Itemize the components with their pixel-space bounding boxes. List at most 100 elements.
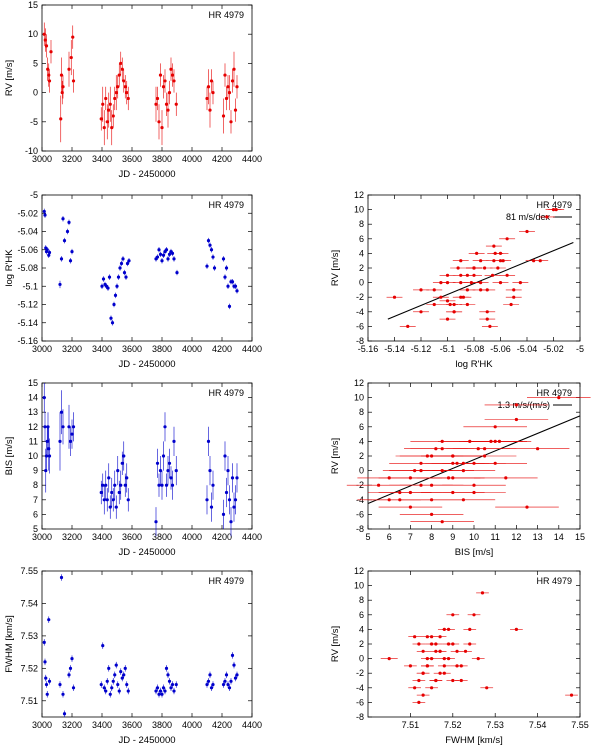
x-tick-label: 3000 — [32, 532, 52, 542]
data-point — [432, 295, 449, 299]
data-point — [61, 409, 65, 445]
point-marker — [440, 447, 444, 451]
point-marker — [170, 682, 175, 687]
x-tick-label: 3200 — [62, 532, 82, 542]
plot-frame — [41, 382, 253, 530]
data-point — [42, 383, 46, 413]
point-marker — [157, 120, 161, 124]
point-marker — [421, 693, 425, 697]
data-point — [121, 256, 125, 262]
y-tick-label: 12 — [354, 566, 364, 576]
point-marker — [69, 55, 73, 60]
point-marker — [119, 261, 124, 266]
data-point — [105, 488, 109, 512]
data-point — [120, 57, 124, 81]
point-marker — [212, 266, 217, 270]
point-marker — [505, 273, 509, 277]
point-marker — [505, 237, 509, 241]
point-marker — [101, 277, 106, 281]
point-marker — [47, 79, 52, 83]
y-tick-label: 15 — [28, 0, 38, 10]
x-tick-label: 7 — [408, 532, 413, 542]
y-tick-label: 4 — [359, 248, 364, 258]
data-point — [208, 456, 212, 486]
data-point — [421, 657, 434, 661]
point-marker — [413, 686, 417, 690]
point-marker — [113, 96, 117, 101]
data-point — [116, 274, 121, 280]
point-marker — [233, 284, 238, 288]
data-point — [170, 470, 175, 500]
data-point — [47, 69, 52, 93]
data-point — [175, 269, 179, 276]
point-marker — [158, 469, 163, 473]
y-tick-label: -4 — [356, 683, 364, 693]
point-marker — [62, 712, 67, 716]
data-point — [60, 80, 64, 105]
star-label: HR 4979 — [208, 388, 244, 398]
data-point — [484, 273, 501, 277]
point-marker — [205, 96, 209, 101]
data-point — [69, 40, 73, 76]
data-point — [565, 693, 578, 697]
data-point — [463, 439, 527, 443]
data-point — [209, 69, 214, 93]
fit-line — [367, 415, 581, 504]
point-marker — [104, 689, 108, 693]
data-point — [466, 266, 482, 270]
data-point — [211, 80, 215, 105]
point-marker — [120, 67, 124, 71]
point-marker — [108, 102, 112, 106]
point-marker — [425, 664, 429, 668]
data-point — [122, 269, 127, 276]
x-tick-label: 7.51 — [402, 720, 420, 730]
data-point — [472, 288, 489, 292]
data-point — [117, 687, 121, 695]
point-marker — [545, 215, 549, 219]
data-point — [164, 473, 169, 497]
legend-fit-label: 81 m/s/dex — [506, 212, 551, 222]
point-marker — [125, 261, 130, 266]
point-marker — [226, 284, 230, 288]
point-marker — [164, 483, 169, 487]
point-marker — [102, 686, 106, 690]
y-tick-label: 12 — [28, 422, 38, 432]
point-marker — [430, 686, 434, 690]
data-point — [235, 75, 239, 99]
point-marker — [102, 126, 106, 130]
point-marker — [235, 85, 239, 89]
data-point — [450, 649, 464, 653]
x-tick-label: -5 — [576, 344, 584, 354]
x-tick-label: 4200 — [212, 154, 232, 164]
point-marker — [67, 673, 71, 677]
point-marker — [101, 102, 105, 106]
x-axis-label: JD - 2450000 — [118, 547, 175, 558]
data-point — [126, 687, 130, 695]
data-point — [101, 276, 106, 282]
y-tick-label: 12 — [354, 378, 364, 388]
data-point — [44, 34, 49, 58]
point-marker — [419, 288, 423, 292]
point-marker — [208, 469, 212, 473]
data-point — [59, 95, 63, 143]
point-marker — [164, 102, 169, 106]
data-point — [484, 417, 549, 422]
point-marker — [492, 244, 496, 248]
x-tick-label: 3000 — [32, 154, 52, 164]
point-marker — [498, 281, 503, 285]
data-point — [116, 75, 120, 99]
data-point — [548, 208, 565, 212]
point-marker — [483, 447, 487, 451]
data-point — [115, 283, 119, 289]
point-marker — [468, 627, 472, 632]
y-tick-label: 10 — [28, 29, 38, 39]
point-marker — [163, 689, 167, 693]
x-tick-label: -5.06 — [490, 344, 511, 354]
data-point — [113, 292, 118, 299]
point-marker — [451, 476, 455, 480]
point-marker — [485, 686, 489, 690]
data-point — [169, 684, 173, 692]
y-tick-label: -5.12 — [17, 300, 38, 310]
x-tick-label: -5.04 — [517, 344, 538, 354]
point-marker — [71, 79, 76, 83]
